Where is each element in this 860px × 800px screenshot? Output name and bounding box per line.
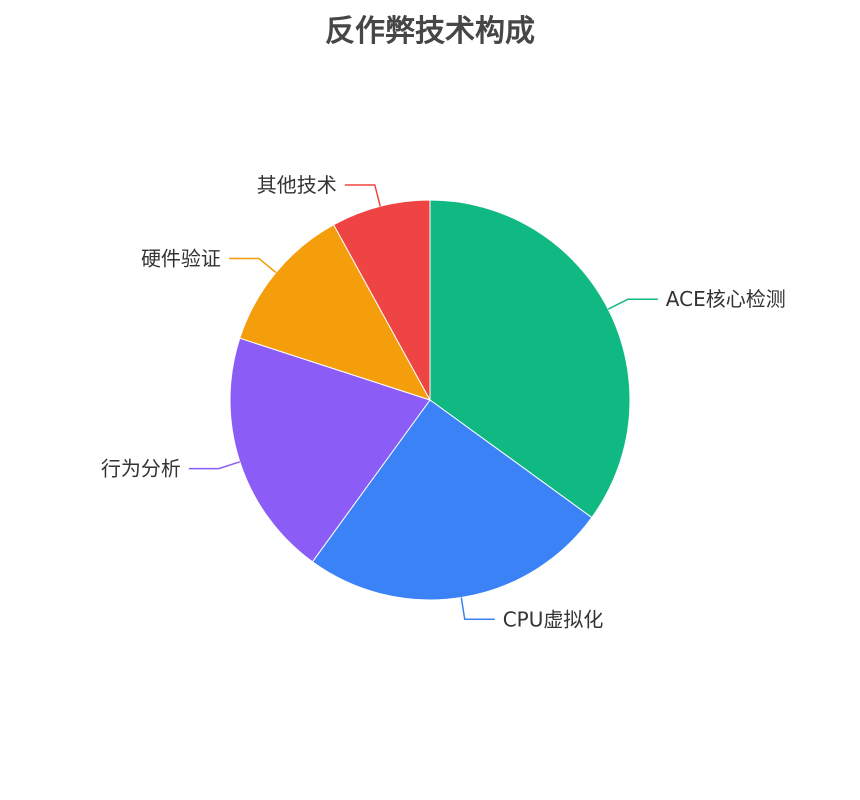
pie-slice[interactable] xyxy=(332,199,431,401)
chart-title: 反作弊技术构成 xyxy=(325,14,535,49)
slice-label: 硬件验证 xyxy=(141,246,221,270)
label-line xyxy=(607,298,658,310)
slice-label: 行为分析 xyxy=(101,457,181,481)
label-line xyxy=(228,257,277,274)
slice-label: CPU虚拟化 xyxy=(503,607,604,631)
label-line xyxy=(460,597,495,621)
pie-slice[interactable] xyxy=(239,224,432,401)
label-line xyxy=(344,184,381,207)
slice-label: 其他技术 xyxy=(257,173,337,197)
slice-label: ACE核心检测 xyxy=(666,287,786,311)
pie-slice[interactable] xyxy=(429,199,631,519)
pie-slice[interactable] xyxy=(311,399,593,601)
label-line xyxy=(188,461,241,470)
pie-slice[interactable] xyxy=(229,337,431,563)
